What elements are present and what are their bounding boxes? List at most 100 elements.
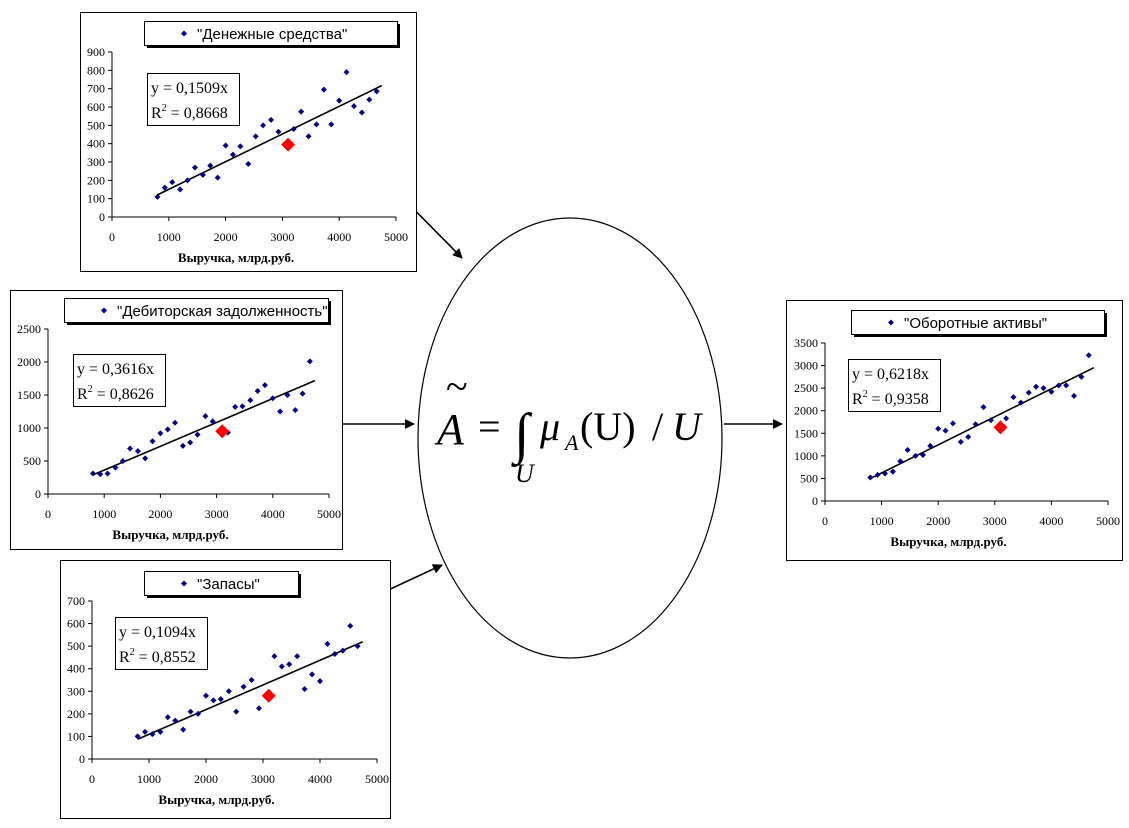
y-tick-label: 400 [87, 137, 105, 151]
formula-mu-subscript: A [563, 430, 579, 455]
r-squared: R2 = 0,8668 [151, 103, 228, 122]
chart-frame [10, 290, 343, 550]
y-tick-label: 500 [23, 454, 41, 468]
regression-equation: y = 0,3616x [77, 361, 154, 378]
r-squared-value: = 0,9358 [868, 391, 929, 408]
data-point [142, 728, 149, 735]
y-tick-label: 800 [87, 63, 105, 77]
data-point [225, 688, 232, 695]
y-tick-label: 200 [67, 707, 85, 721]
data-point [935, 425, 942, 432]
chart-cash: 0 100 200 300 400 500 600 700 800 900 0 1000 2000 300… [80, 12, 417, 272]
y-tick-label: 500 [67, 639, 85, 653]
data-point [1017, 399, 1024, 406]
data-point [260, 122, 267, 129]
data-point [987, 417, 994, 424]
data-point [203, 692, 209, 699]
data-point [358, 109, 365, 116]
data-point [275, 128, 282, 135]
data-point [350, 103, 357, 110]
data-point [904, 446, 911, 453]
regression-equation: y = 0,1094x [119, 624, 196, 641]
data-point [294, 653, 301, 660]
r-squared-exponent: 2 [88, 384, 93, 395]
data-point [237, 143, 244, 150]
r-squared-exponent: 2 [863, 389, 868, 400]
data-point [134, 733, 141, 740]
data-point [240, 683, 247, 690]
data-point [1048, 388, 1055, 395]
highlighted-point [281, 137, 296, 152]
x-tick-label: 4000 [261, 507, 285, 521]
legend-label: "Запасы" [197, 576, 260, 593]
data-point [239, 403, 246, 410]
x-tick-label: 2000 [926, 514, 950, 528]
data-point [222, 142, 229, 149]
data-point [202, 413, 209, 420]
y-tick-label: 1500 [17, 388, 41, 402]
trend-line [92, 379, 316, 476]
data-point [180, 726, 187, 733]
legend-marker [888, 319, 894, 326]
data-point [889, 468, 896, 475]
data-point [247, 397, 254, 404]
data-point [210, 697, 217, 704]
data-point [214, 174, 221, 181]
r-squared: R2 = 0,8626 [77, 384, 154, 403]
data-point [172, 717, 179, 724]
data-point [339, 647, 346, 654]
x-tick-label: 0 [822, 514, 828, 528]
data-point [286, 661, 293, 668]
r-squared: R2 = 0,8552 [119, 647, 196, 666]
data-point [957, 438, 964, 445]
data-point [172, 419, 179, 426]
data-point [217, 696, 224, 703]
formula-lower-limit: U [515, 459, 536, 488]
data-point [972, 421, 979, 428]
x-tick-label: 5000 [1096, 514, 1120, 528]
data-point [252, 133, 259, 140]
data-point [161, 184, 168, 191]
data-point [874, 471, 881, 478]
highlighted-point [261, 688, 276, 703]
y-tick-label: 700 [67, 594, 85, 608]
x-tick-label: 5000 [317, 507, 341, 521]
data-point [271, 653, 278, 660]
legend-label: "Денежные средства" [197, 26, 347, 43]
formula-integral: ∫ [511, 403, 533, 468]
data-point [248, 677, 255, 683]
formula-ellipse [417, 217, 723, 659]
data-point [97, 471, 104, 478]
trend-line [157, 84, 383, 196]
y-tick-label: 900 [87, 45, 105, 59]
y-tick-label: 500 [87, 118, 105, 132]
data-point [317, 678, 323, 685]
x-tick-label: 2000 [214, 230, 238, 244]
data-point [127, 445, 134, 452]
x-tick-label: 4000 [1039, 514, 1063, 528]
y-tick-label: 2000 [17, 355, 41, 369]
data-point [324, 640, 331, 647]
data-point [229, 151, 236, 158]
data-point [298, 108, 305, 115]
chart-current-assets: 0 500 1000 1500 2000 2500 3000 3500 0 1000 2000 300… [786, 300, 1123, 561]
equation-box [115, 617, 208, 670]
r-squared-symbol: R [77, 386, 88, 403]
data-point [305, 133, 312, 140]
r-squared-symbol: R [119, 649, 130, 666]
data-point [919, 451, 926, 458]
data-point [154, 193, 161, 200]
y-tick-label: 3000 [794, 359, 818, 373]
data-point [1085, 352, 1092, 359]
data-point [177, 186, 184, 193]
data-point [347, 622, 354, 629]
y-tick-label: 1000 [794, 449, 818, 463]
data-point [1040, 385, 1047, 392]
r-squared-value: = 0,8668 [167, 105, 228, 122]
x-tick-label: 3000 [251, 772, 275, 786]
data-point [354, 643, 361, 650]
x-tick-label: 1000 [92, 507, 116, 521]
y-tick-label: 0 [99, 210, 105, 224]
